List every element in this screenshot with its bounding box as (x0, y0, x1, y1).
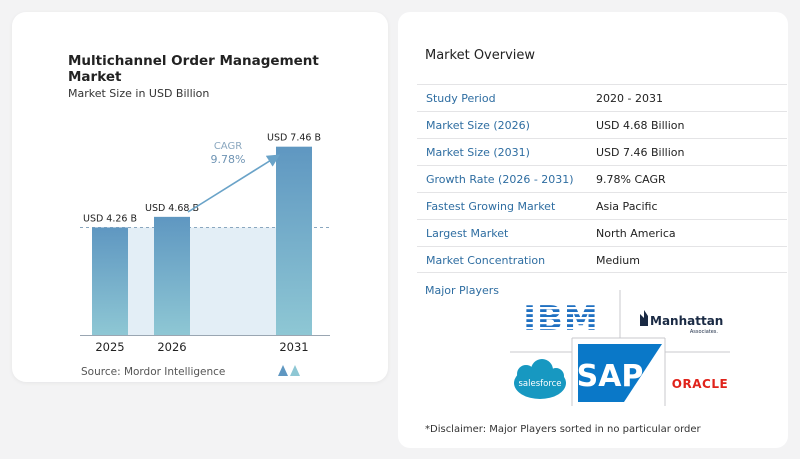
overview-value: Medium (596, 254, 640, 267)
disclaimer: *Disclaimer: Major Players sorted in no … (425, 424, 701, 435)
overview-row: Largest Market North America (417, 219, 787, 246)
ibm-logo-icon: IBM (518, 299, 606, 339)
overview-value: USD 4.68 Billion (596, 119, 685, 132)
overview-row: Fastest Growing Market Asia Pacific (417, 192, 787, 219)
bar-2026 (154, 216, 190, 335)
overview-value: 9.78% CAGR (596, 173, 666, 186)
cagr-label: CAGR (214, 141, 242, 152)
manhattan-associates-text: Associates. (690, 329, 719, 335)
major-players-title: Major Players (425, 284, 499, 297)
overview-label: Fastest Growing Market (426, 200, 556, 213)
x-tick-2031: 2031 (279, 340, 308, 354)
mordor-logo-icon (278, 365, 300, 376)
data-label-2031: USD 7.46 B (267, 133, 321, 144)
overview-label: Market Concentration (426, 254, 546, 267)
overview-label: Study Period (426, 92, 496, 105)
overview-row: Market Size (2031) USD 7.46 Billion (417, 138, 787, 165)
sap-logo-text: SAP (577, 359, 644, 394)
overview-value: North America (596, 227, 676, 240)
overview-label: Market Size (2026) (426, 119, 530, 132)
overview-value: Asia Pacific (596, 200, 658, 213)
x-tick-2026: 2026 (157, 340, 186, 354)
oracle-logo-text: ORACLE (672, 377, 728, 391)
sap-logo-icon: SAP (577, 344, 662, 402)
overview-label: Largest Market (426, 227, 509, 240)
overview-label: Market Size (2031) (426, 146, 530, 159)
overview-row: Study Period 2020 - 2031 (417, 84, 787, 111)
manhattan-logo-text: Manhattan (650, 314, 723, 328)
manhattan-logo-icon: Manhattan Associates. (640, 310, 723, 335)
data-label-2025: USD 4.26 B (83, 213, 137, 224)
overview-value: 2020 - 2031 (596, 92, 663, 105)
oracle-logo-icon: ORACLE (672, 377, 728, 391)
salesforce-logo-icon: salesforce (514, 359, 566, 399)
bar-chart: USD 4.26 B 2025 USD 4.68 B 2026 USD 7.46 B 20… (80, 133, 330, 354)
chart-subtitle: Market Size in USD Billion (68, 87, 210, 100)
source-note: Source: Mordor Intelligence (81, 366, 226, 378)
overview-title: Market Overview (425, 48, 536, 63)
overview-row: Growth Rate (2026 - 2031) 9.78% CAGR (417, 165, 787, 192)
overview-row: Market Size (2026) USD 4.68 Billion (417, 111, 787, 138)
player-logos: IBM Manhattan Associates. salesforce SAP… (510, 290, 730, 406)
cagr-arrow (187, 154, 281, 213)
salesforce-logo-text: salesforce (518, 379, 561, 389)
overview-row: Market Concentration Medium (417, 246, 787, 273)
bar-2025 (92, 227, 128, 335)
cagr-value: 9.78% (211, 153, 246, 166)
x-tick-2025: 2025 (95, 340, 124, 354)
overview-label: Growth Rate (2026 - 2031) (426, 173, 574, 186)
overview-value: USD 7.46 Billion (596, 146, 685, 159)
chart-title: Multichannel Order Management Market (68, 53, 319, 85)
bar-2031 (276, 146, 312, 335)
data-label-2026: USD 4.68 B (145, 203, 199, 214)
